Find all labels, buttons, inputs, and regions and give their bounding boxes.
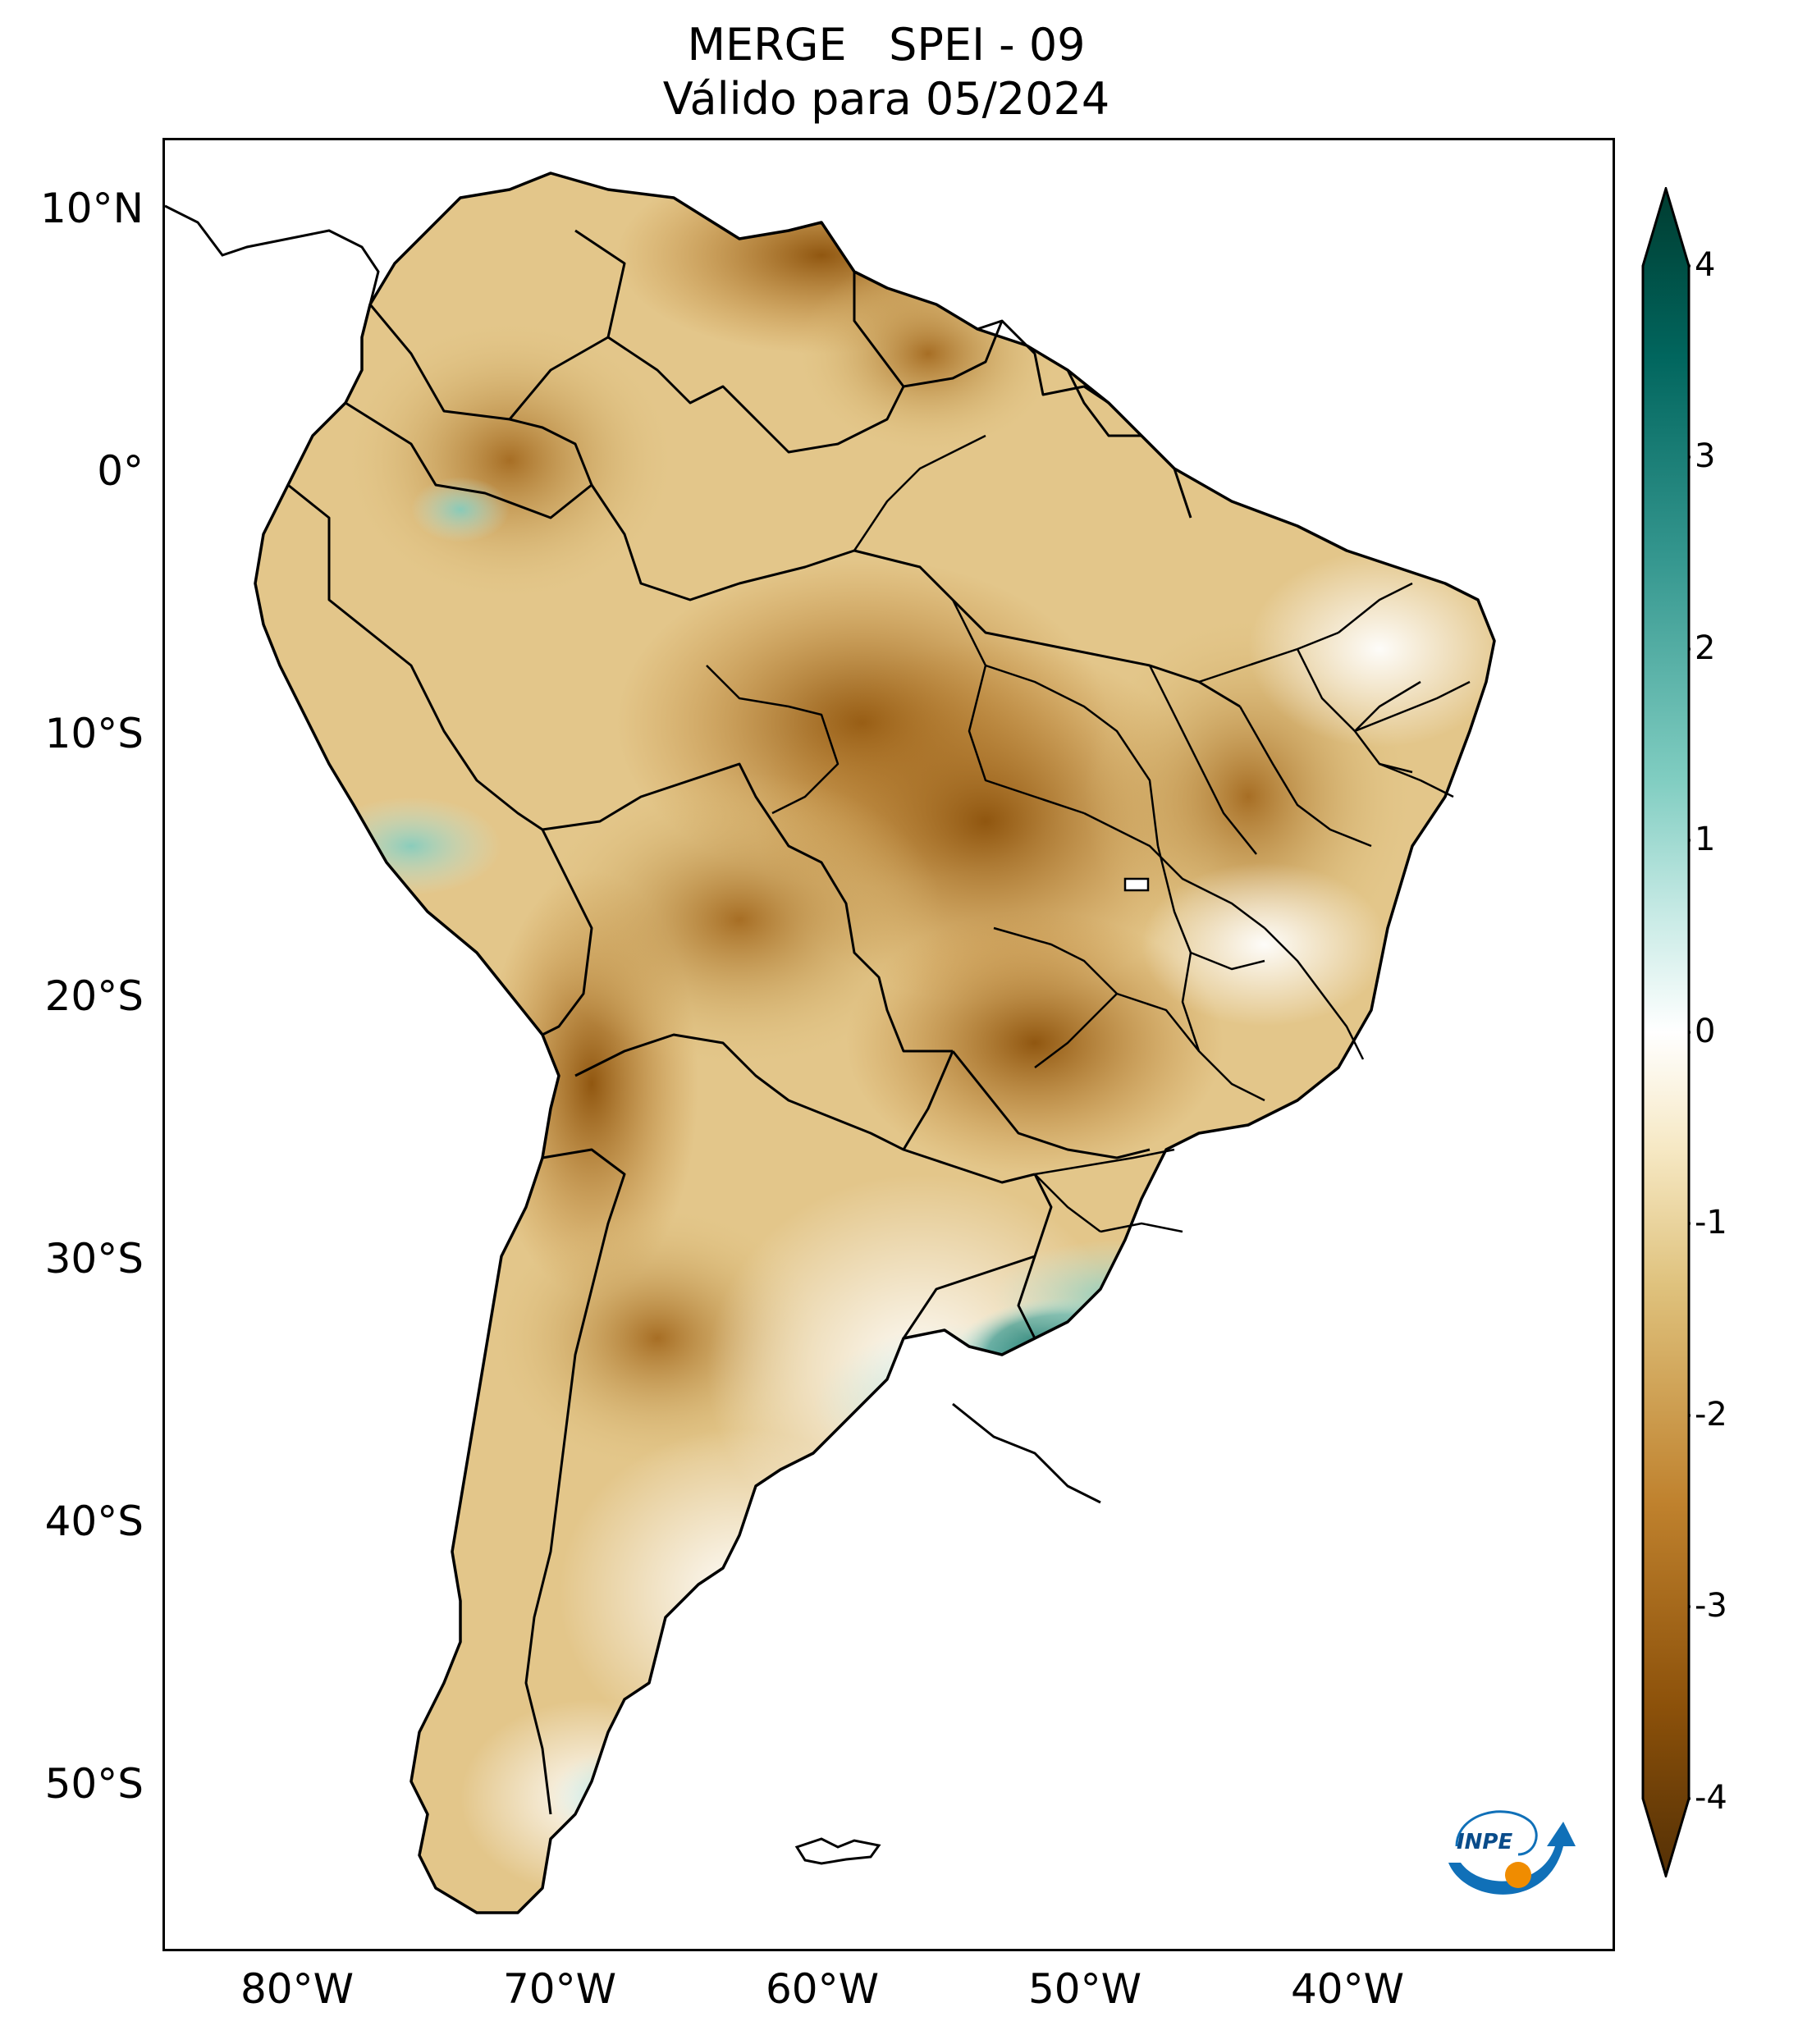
logo-swoosh (1448, 1822, 1576, 1895)
lat-label-0: 0° (97, 447, 144, 495)
colorbar (1641, 187, 1690, 1877)
colorbar-tick-1: 1 (1695, 821, 1716, 858)
map-frame (162, 138, 1615, 1951)
lat-label-10n: 10°N (39, 185, 144, 232)
lat-label-10s: 10°S (44, 710, 144, 757)
colorbar-tick-neg4: -4 (1695, 1779, 1727, 1817)
colorbar-tick-neg3: -3 (1695, 1587, 1727, 1625)
lat-label-50s: 50°S (44, 1760, 144, 1808)
title-line-1: MERGE SPEI - 09 (687, 19, 1086, 71)
small-lake (1123, 877, 1150, 892)
map-title: MERGE SPEI - 09 Válido para 05/2024 (156, 18, 1617, 126)
lon-label-50w: 50°W (1027, 1965, 1142, 2013)
inpe-logo-text: INPE (1457, 1830, 1513, 1854)
logo-orange-dot (1505, 1862, 1531, 1888)
lon-label-60w: 60°W (765, 1965, 880, 2013)
colorbar-tick-neg2: -2 (1695, 1396, 1727, 1434)
inpe-logo (1448, 1810, 1576, 1895)
coastline (254, 171, 1496, 1914)
lat-label-30s: 30°S (44, 1235, 144, 1283)
country-borders (287, 229, 1241, 1815)
colorbar-tick-neg1: -1 (1695, 1204, 1727, 1241)
title-line-2: Válido para 05/2024 (662, 73, 1110, 125)
colorbar-tick-0: 0 (1695, 1013, 1716, 1050)
lon-label-70w: 70°W (502, 1965, 617, 2013)
lat-label-20s: 20°S (44, 972, 144, 1020)
colorbar-body (1641, 187, 1690, 1877)
lon-label-80w: 80°W (240, 1965, 355, 2013)
colorbar-tick-4: 4 (1695, 246, 1716, 284)
colorbar-tick-2: 2 (1695, 629, 1716, 667)
colorbar-tick-3: 3 (1695, 437, 1716, 475)
map-canvas (165, 171, 1496, 1914)
lat-label-40s: 40°S (44, 1498, 144, 1545)
state-borders (706, 434, 1471, 1233)
logo-orbit-arc (1455, 1810, 1538, 1856)
falkland-islands (794, 1837, 881, 1865)
central-america-outline (165, 204, 380, 305)
lon-label-40w: 40°W (1290, 1965, 1405, 2013)
